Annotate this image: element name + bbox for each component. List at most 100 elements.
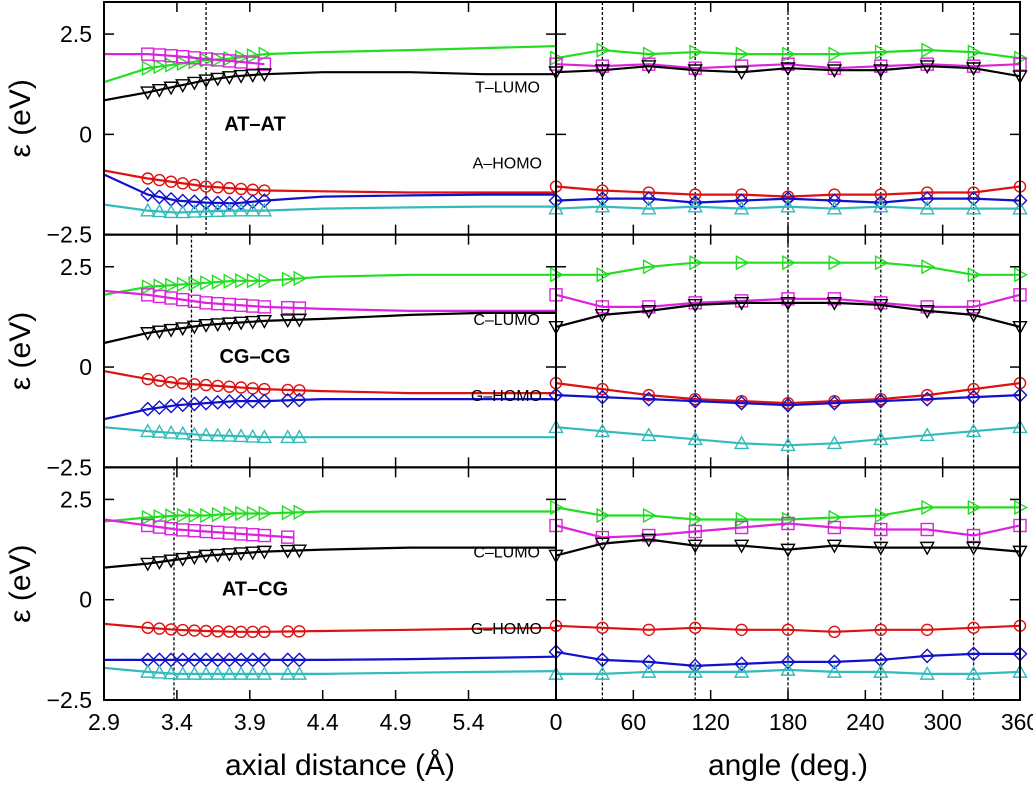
red-series-line — [103, 169, 556, 194]
y-tick-label: 0 — [79, 354, 92, 380]
cyan-marker — [594, 423, 611, 438]
red-marker — [141, 372, 154, 386]
magenta-marker — [257, 57, 272, 71]
red-marker — [188, 178, 201, 192]
red-marker — [967, 382, 980, 396]
green-marker — [782, 46, 796, 62]
green-marker — [141, 509, 156, 526]
red-marker — [176, 177, 189, 190]
green-marker — [176, 276, 191, 293]
black-marker — [256, 545, 273, 560]
green-series-line — [103, 510, 556, 523]
magenta-marker — [874, 522, 888, 537]
x-tick-label: 3.9 — [234, 709, 266, 735]
x-tick-label: 120 — [691, 709, 729, 735]
black-marker — [594, 537, 611, 552]
cyan-marker — [221, 202, 238, 217]
angle-subplot — [548, 234, 1028, 468]
cyan-marker — [198, 427, 214, 442]
black-marker — [687, 64, 703, 79]
red-marker — [258, 184, 271, 197]
red-marker — [234, 182, 248, 196]
blue-marker — [919, 191, 935, 207]
red-marker — [781, 396, 795, 410]
magenta-series-line — [555, 293, 1021, 308]
black-marker — [233, 547, 249, 562]
blue-marker — [966, 389, 982, 405]
cyan-marker — [256, 665, 273, 680]
red-marker — [223, 181, 236, 195]
system-label-0: AT–AT — [224, 113, 285, 135]
y-axis-title-1: ε (eV) — [4, 312, 37, 390]
cyan-marker — [687, 663, 703, 678]
cyan-marker — [198, 665, 214, 680]
cyan-marker — [780, 437, 796, 452]
green-marker — [874, 44, 889, 60]
x-tick-label: 360 — [1001, 709, 1033, 735]
cyan-marker — [641, 200, 657, 215]
cyan-marker — [291, 665, 308, 680]
red-series-line — [555, 624, 1021, 633]
green-marker — [281, 271, 296, 287]
cyan-marker — [140, 202, 156, 217]
x-tick-label: 300 — [923, 709, 961, 735]
green-marker — [921, 42, 936, 58]
black-marker — [826, 64, 843, 79]
black-marker — [245, 315, 261, 330]
cyan-marker — [919, 200, 935, 215]
blue-marker — [826, 395, 842, 411]
x-tick-label: 3.4 — [161, 709, 193, 735]
black-marker — [175, 552, 191, 567]
blue-marker — [186, 396, 202, 412]
black-marker — [140, 557, 156, 572]
black-marker — [151, 325, 168, 340]
x-tick-label: 240 — [846, 709, 884, 735]
red-marker — [211, 181, 224, 194]
red-marker — [781, 190, 795, 203]
blue-marker — [780, 397, 796, 413]
blue-marker — [734, 395, 750, 411]
black-marker — [163, 554, 179, 569]
x-tick-label: 4.9 — [380, 709, 412, 735]
green-marker — [153, 508, 168, 525]
cyan-marker — [826, 200, 843, 215]
green-marker — [258, 273, 273, 289]
blue-marker — [919, 648, 935, 664]
blue-marker — [594, 389, 610, 405]
cyan-marker — [140, 663, 156, 678]
black-marker — [221, 317, 238, 332]
green-series-line — [555, 506, 1020, 521]
cyan-marker — [919, 427, 935, 442]
red-marker — [164, 175, 178, 188]
blue-marker — [826, 654, 842, 670]
black-marker — [151, 556, 168, 570]
x-axis-title-axial: axial distance (Å) — [225, 749, 455, 782]
green-marker — [689, 255, 704, 271]
green-marker — [165, 277, 180, 293]
green-marker — [200, 507, 215, 524]
red-marker — [164, 376, 178, 389]
blue-series-line — [104, 655, 557, 662]
magenta-series-line — [104, 52, 265, 66]
green-marker — [211, 274, 226, 290]
cyan-marker — [186, 665, 203, 680]
cyan-marker — [594, 198, 611, 213]
magenta-marker — [734, 294, 749, 308]
red-marker — [596, 621, 609, 634]
cyan-marker — [965, 200, 982, 215]
red-marker — [642, 388, 655, 402]
black-series-line — [555, 65, 1021, 78]
green-marker — [200, 275, 215, 291]
red-marker — [153, 622, 166, 635]
black-marker — [210, 318, 226, 333]
magenta-marker — [966, 300, 981, 314]
cyan-marker — [210, 427, 226, 442]
blue-series-line — [555, 394, 1021, 407]
angle-subplot — [548, 2, 1028, 235]
magenta-marker — [642, 57, 656, 71]
black-marker — [140, 86, 156, 101]
black-marker — [826, 296, 843, 311]
black-marker — [780, 62, 796, 77]
green-marker — [188, 507, 203, 524]
green-marker — [235, 505, 249, 522]
